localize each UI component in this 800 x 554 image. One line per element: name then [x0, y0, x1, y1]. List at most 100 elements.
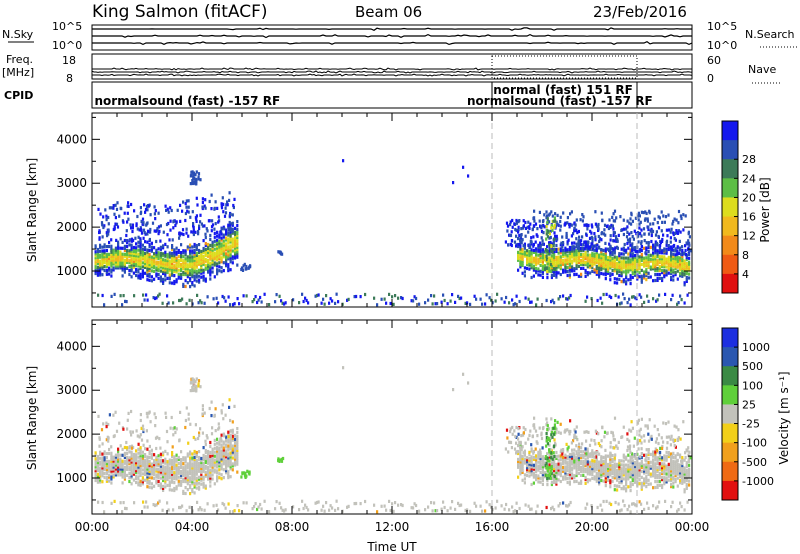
range-cell: [532, 244, 535, 248]
range-cell: [277, 457, 280, 461]
range-cell: [573, 474, 576, 478]
range-cell: [227, 432, 230, 436]
range-cell: [177, 457, 180, 461]
range-cell: [359, 295, 362, 299]
colorbar-swatch: [722, 254, 738, 275]
range-cell: [537, 464, 540, 468]
range-cell: [108, 272, 111, 276]
range-cell: [217, 301, 220, 305]
range-cell: [141, 478, 144, 482]
range-cell: [210, 207, 213, 211]
range-cell: [220, 463, 223, 467]
range-cell: [150, 275, 153, 279]
range-cell: [634, 474, 637, 478]
range-cell: [647, 468, 650, 472]
range-cell: [658, 293, 661, 297]
range-cell: [598, 253, 601, 257]
range-cell: [688, 473, 691, 477]
range-cell: [140, 438, 144, 442]
range-cell: [687, 246, 690, 250]
range-cell: [526, 266, 529, 271]
range-cell: [222, 249, 225, 253]
range-cell: [135, 252, 138, 256]
range-cell: [392, 302, 395, 306]
range-cell: [126, 251, 129, 255]
range-cell: [611, 463, 614, 468]
range-cell: [575, 266, 578, 271]
y-tick-label: 3000: [56, 176, 87, 190]
range-cell: [634, 462, 637, 467]
range-cell: [559, 479, 562, 484]
range-cell: [208, 219, 211, 223]
range-cell: [661, 271, 664, 275]
range-cell: [182, 491, 185, 495]
range-cell: [189, 472, 192, 476]
range-cell: [607, 474, 610, 478]
range-cell: [532, 264, 535, 268]
range-cell: [667, 464, 670, 468]
range-cell: [656, 272, 659, 277]
range-cell: [676, 476, 679, 480]
range-cell: [634, 296, 637, 300]
range-cell: [159, 247, 162, 251]
range-cell: [562, 477, 565, 481]
range-cell: [236, 235, 239, 239]
range-cell: [209, 474, 212, 478]
range-cell: [227, 476, 230, 480]
range-cell: [110, 465, 113, 469]
range-cell: [410, 299, 413, 303]
range-cell: [103, 255, 106, 259]
range-cell: [586, 295, 589, 299]
range-cell: [672, 459, 675, 463]
range-cell: [139, 448, 142, 452]
range-cell: [119, 463, 122, 467]
range-cell: [229, 234, 232, 238]
range-cell: [164, 266, 167, 270]
range-cell: [604, 472, 607, 476]
range-cell: [193, 252, 196, 256]
range-cell: [649, 245, 652, 249]
range-cell: [580, 274, 583, 278]
range-cell: [202, 258, 205, 262]
range-cell: [96, 255, 99, 259]
range-cell: [681, 245, 684, 249]
range-cell: [528, 464, 531, 468]
range-cell: [191, 478, 194, 482]
range-cell: [123, 266, 126, 270]
range-cell: [658, 257, 661, 261]
range-cell: [523, 449, 526, 453]
range-cell: [622, 467, 625, 471]
range-cell: [197, 301, 200, 305]
range-cell: [162, 281, 165, 285]
range-cell: [103, 458, 106, 462]
range-cell: [108, 479, 111, 483]
range-cell: [627, 258, 630, 262]
range-cell: [631, 256, 634, 260]
range-cell: [645, 270, 648, 274]
range-cell: [573, 454, 576, 458]
range-cell: [157, 468, 160, 472]
range-cell: [216, 250, 219, 254]
station-title: King Salmon (fitACF): [92, 2, 268, 22]
range-cell: [519, 247, 522, 251]
range-cell: [184, 271, 187, 275]
range-cell: [168, 470, 171, 474]
range-cell: [107, 422, 110, 427]
range-cell: [530, 459, 533, 463]
range-cell: [672, 264, 675, 268]
range-cell: [178, 438, 181, 442]
range-cell: [144, 462, 147, 467]
power-ylabel: Slant Range [km]: [25, 158, 39, 262]
range-cell: [128, 261, 131, 265]
range-cell: [593, 477, 596, 481]
range-cell: [595, 253, 598, 257]
range-cell: [166, 255, 169, 259]
range-cell: [575, 460, 578, 464]
range-cell: [656, 267, 659, 271]
range-cell: [670, 463, 673, 467]
range-cell: [539, 460, 542, 465]
range-cell: [117, 246, 120, 250]
range-cell: [541, 471, 544, 475]
range-cell: [575, 242, 578, 246]
range-cell: [622, 463, 625, 467]
